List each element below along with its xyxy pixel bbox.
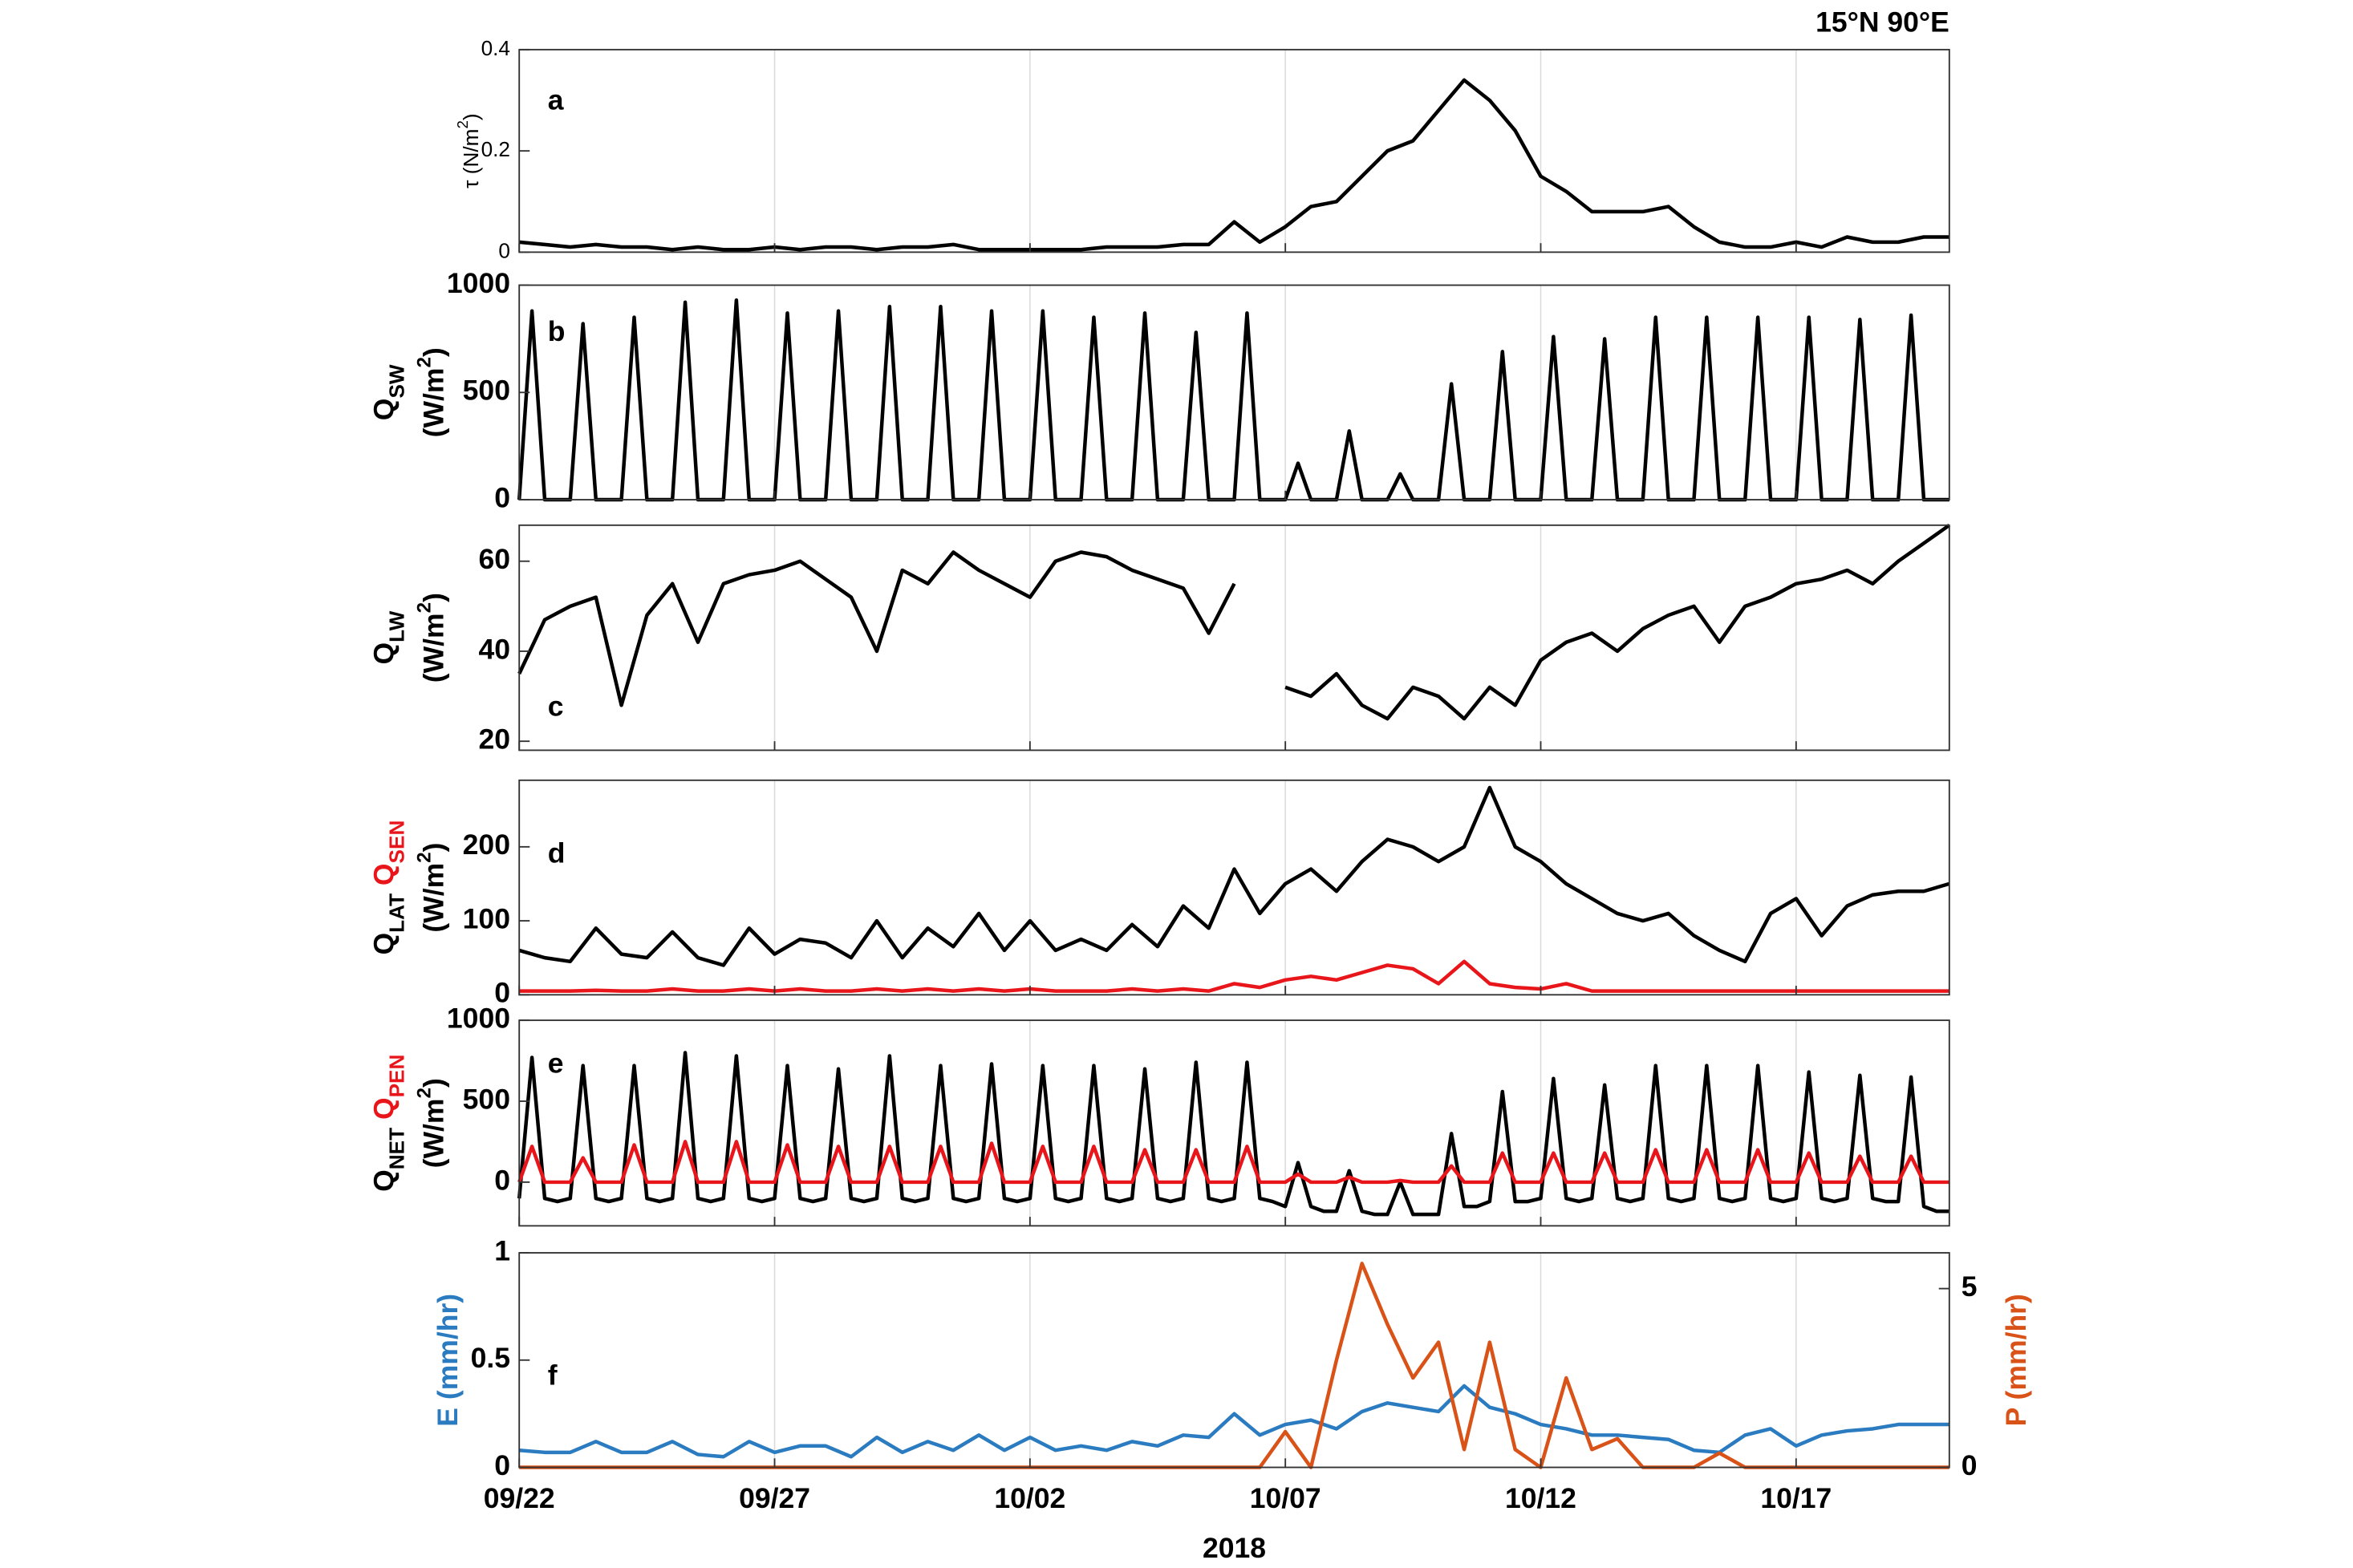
label-part: (W/m xyxy=(418,863,450,933)
panel-letter: c xyxy=(548,690,564,722)
y2-tick-label: 0 xyxy=(1962,1449,1978,1481)
label-part: ) xyxy=(418,347,450,357)
x-tick-label: 10/17 xyxy=(1760,1482,1832,1514)
y-tick-label: 0.2 xyxy=(481,137,510,161)
x-tick-label: 10/07 xyxy=(1250,1482,1321,1514)
axes-frame xyxy=(518,779,1950,996)
panel-letter: f xyxy=(548,1359,558,1392)
label-part: 2 xyxy=(413,852,435,863)
label-part: 2 xyxy=(455,120,472,128)
y-tick-label: 0 xyxy=(494,481,510,513)
x-tick-label: 10/12 xyxy=(1505,1482,1576,1514)
x-tick-label: 10/02 xyxy=(994,1482,1065,1514)
axis-label: τ (N/m2) xyxy=(455,113,483,188)
x-tick-label: 09/27 xyxy=(739,1482,810,1514)
y-tick-label: 1000 xyxy=(447,267,510,299)
axes-frame xyxy=(518,1252,1950,1469)
panel-letter: b xyxy=(548,315,566,347)
label-part: NET xyxy=(385,1128,409,1169)
y-tick-label: 20 xyxy=(478,723,510,756)
panel-letter: a xyxy=(548,84,564,116)
axis-label: (W/m2) xyxy=(413,593,449,683)
axis-label: QSW xyxy=(368,364,409,420)
data-line xyxy=(517,1140,1949,1185)
label-part: ) xyxy=(418,593,450,602)
data-line xyxy=(517,298,1949,502)
label-part: ) xyxy=(418,1078,450,1088)
label-part: 2 xyxy=(413,602,435,614)
x-tick-label: 09/22 xyxy=(484,1482,555,1514)
y-tick-label: 1000 xyxy=(447,1003,510,1035)
axis-label: P (mm/hr) xyxy=(2000,1294,2032,1426)
axis-label: QLAT QSEN xyxy=(368,820,409,955)
panel-letter: e xyxy=(548,1047,564,1080)
axes-frame xyxy=(518,1019,1950,1227)
label-part: ) xyxy=(459,113,483,120)
label-part: ) xyxy=(418,842,450,852)
data-line xyxy=(519,959,1949,993)
label-part: LAT xyxy=(385,893,409,933)
data-line xyxy=(518,785,1950,967)
label-part: Q xyxy=(368,1169,400,1192)
x-axis-label: 2018 xyxy=(1203,1532,1266,1564)
y-tick-label: 0 xyxy=(494,1449,510,1481)
y-tick-label: 60 xyxy=(478,543,510,575)
y-tick-label: 100 xyxy=(463,902,510,934)
axes-frame xyxy=(518,524,1950,752)
y-tick-label: 500 xyxy=(463,375,510,407)
data-line xyxy=(517,1051,1949,1217)
y-tick-label: 500 xyxy=(463,1083,510,1115)
y2-tick-label: 5 xyxy=(1962,1270,1978,1303)
label-part: (W/m xyxy=(418,613,450,683)
data-line xyxy=(519,1384,1949,1459)
label-part: SEN xyxy=(385,820,409,864)
y-tick-label: 0.4 xyxy=(481,36,510,60)
axis-label: (W/m2) xyxy=(413,347,449,437)
axis-label: E (mm/hr) xyxy=(432,1294,465,1427)
label-part: Q xyxy=(368,399,400,421)
axis-label: QNET QPEN xyxy=(368,1055,409,1192)
label-part: 2 xyxy=(413,1088,435,1099)
axis-label: (W/m2) xyxy=(413,1078,449,1168)
label-part: Q xyxy=(368,933,400,955)
label-part: SW xyxy=(385,364,409,398)
label-part: (W/m xyxy=(418,1098,450,1168)
label-part: Q xyxy=(368,642,400,665)
axis-label: (W/m2) xyxy=(413,842,449,932)
label-part: (W/m xyxy=(418,368,450,438)
label-part: Q xyxy=(368,1097,400,1128)
y-tick-label: 200 xyxy=(463,829,510,861)
y-tick-label: 0.5 xyxy=(471,1342,510,1374)
label-part: Q xyxy=(368,863,400,893)
data-line xyxy=(518,78,1949,252)
label-part: P (mm/hr) xyxy=(2000,1294,2032,1426)
y-tick-label: 0 xyxy=(494,1164,510,1196)
label-part: τ (N/m xyxy=(459,129,483,188)
annotation: 15°N 90°E xyxy=(1815,6,1949,38)
axis-label: QLW xyxy=(368,610,409,664)
y-tick-label: 0 xyxy=(498,238,510,262)
label-part: PEN xyxy=(385,1055,409,1098)
data-line xyxy=(517,523,1951,721)
y-tick-label: 0 xyxy=(494,977,510,1009)
data-line xyxy=(519,1262,1949,1469)
label-part: E (mm/hr) xyxy=(432,1294,465,1427)
y-tick-label: 40 xyxy=(478,633,510,665)
label-part: 2 xyxy=(413,357,435,368)
label-part: LW xyxy=(385,610,409,642)
y-tick-label: 1 xyxy=(494,1234,510,1266)
panel-letter: d xyxy=(548,837,566,869)
